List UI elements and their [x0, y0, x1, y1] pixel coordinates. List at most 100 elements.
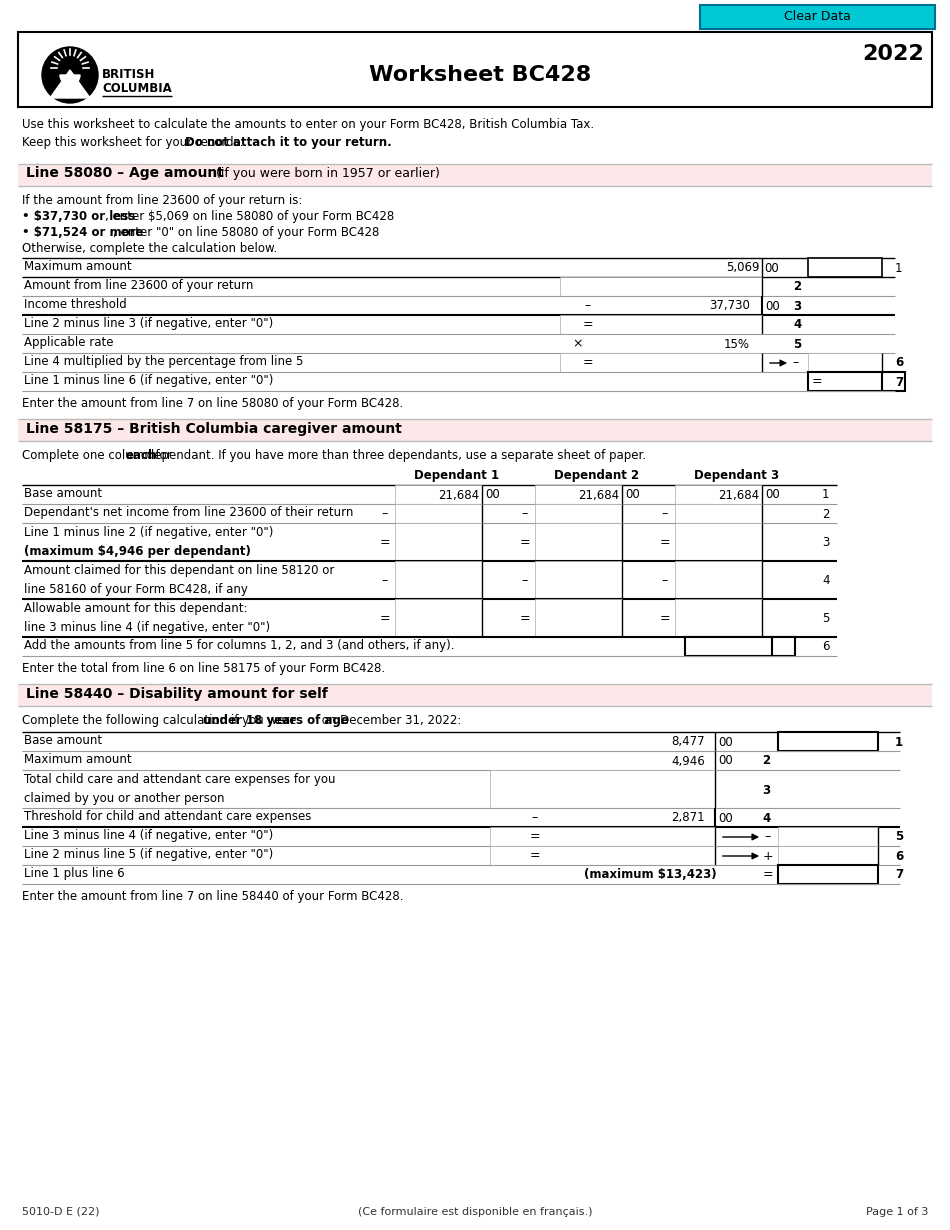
Text: Applicable rate: Applicable rate: [24, 336, 113, 349]
Text: Line 2 minus line 5 (if negative, enter "0"): Line 2 minus line 5 (if negative, enter …: [24, 847, 274, 861]
Bar: [675, 561, 762, 599]
Text: each: each: [125, 449, 157, 462]
Bar: [395, 504, 482, 523]
Text: line 3 minus line 4 (if negative, enter "0"): line 3 minus line 4 (if negative, enter …: [24, 621, 270, 633]
Text: Line 2 minus line 3 (if negative, enter "0"): Line 2 minus line 3 (if negative, enter …: [24, 317, 274, 330]
Text: Enter the total from line 6 on line 58175 of your Form BC428.: Enter the total from line 6 on line 5817…: [22, 662, 385, 675]
Text: Line 1 minus line 2 (if negative, enter "0"): Line 1 minus line 2 (if negative, enter …: [24, 526, 274, 539]
Text: COLUMBIA: COLUMBIA: [102, 82, 172, 95]
Bar: [778, 732, 878, 752]
Bar: [560, 277, 762, 296]
Text: (Ce formulaire est disponible en français.): (Ce formulaire est disponible en françai…: [358, 1207, 592, 1216]
Text: Base amount: Base amount: [24, 487, 103, 501]
Text: 8,477: 8,477: [672, 736, 705, 749]
Text: ×: ×: [573, 337, 583, 351]
Text: Line 58080 – Age amount: Line 58080 – Age amount: [26, 166, 224, 180]
Text: Amount from line 23600 of your return: Amount from line 23600 of your return: [24, 279, 254, 292]
Text: Dependant's net income from line 23600 of their return: Dependant's net income from line 23600 o…: [24, 506, 353, 519]
Text: 21,684: 21,684: [438, 488, 479, 502]
Text: If the amount from line 23600 of your return is:: If the amount from line 23600 of your re…: [22, 194, 302, 207]
Bar: [535, 599, 622, 637]
Text: Otherwise, complete the calculation below.: Otherwise, complete the calculation belo…: [22, 242, 277, 255]
Text: Clear Data: Clear Data: [784, 11, 850, 23]
Text: Line 58175 – British Columbia caregiver amount: Line 58175 – British Columbia caregiver …: [26, 422, 402, 435]
Bar: [535, 561, 622, 599]
Text: dependant. If you have more than three dependants, use a separate sheet of paper: dependant. If you have more than three d…: [143, 449, 646, 462]
Text: Total child care and attendant care expenses for you: Total child care and attendant care expe…: [24, 772, 335, 786]
Text: –: –: [662, 508, 668, 520]
Bar: [18, 684, 932, 706]
Text: Amount claimed for this dependant on line 58120 or: Amount claimed for this dependant on lin…: [24, 565, 334, 577]
Bar: [395, 523, 482, 561]
Text: =: =: [520, 536, 530, 550]
Bar: [675, 523, 762, 561]
Text: Add the amounts from line 5 for columns 1, 2, and 3 (and others, if any).: Add the amounts from line 5 for columns …: [24, 640, 454, 652]
Text: =: =: [530, 850, 541, 862]
Text: –: –: [382, 508, 389, 520]
Bar: [808, 258, 882, 277]
Text: Keep this worksheet for your records.: Keep this worksheet for your records.: [22, 137, 247, 149]
Bar: [535, 523, 622, 561]
Text: =: =: [380, 536, 390, 550]
Text: 00: 00: [765, 488, 780, 502]
Text: –: –: [765, 830, 771, 844]
Text: 2: 2: [822, 508, 829, 520]
Text: 6: 6: [822, 641, 829, 653]
Text: Line 1 plus line 6: Line 1 plus line 6: [24, 867, 124, 879]
Text: –: –: [522, 574, 528, 588]
Bar: [808, 371, 905, 391]
Text: 00: 00: [485, 488, 500, 502]
Bar: [18, 164, 932, 186]
Bar: [490, 846, 715, 865]
Text: 00: 00: [765, 299, 780, 312]
Bar: [700, 5, 935, 30]
Text: 5: 5: [793, 337, 801, 351]
Text: Dependant 3: Dependant 3: [694, 469, 780, 482]
Text: –: –: [532, 812, 538, 824]
Text: 2: 2: [762, 754, 770, 768]
Bar: [535, 504, 622, 523]
Text: • $71,524 or more: • $71,524 or more: [22, 226, 143, 239]
Text: 7: 7: [895, 868, 903, 882]
Bar: [560, 315, 762, 335]
Text: (maximum $4,946 per dependant): (maximum $4,946 per dependant): [24, 545, 251, 558]
Text: 4,946: 4,946: [672, 754, 705, 768]
Polygon shape: [50, 70, 90, 98]
Bar: [675, 485, 762, 504]
Bar: [808, 353, 882, 371]
Text: Maximum amount: Maximum amount: [24, 260, 132, 273]
Text: 4: 4: [762, 812, 770, 824]
Text: 21,684: 21,684: [718, 488, 759, 502]
Text: claimed by you or another person: claimed by you or another person: [24, 792, 224, 804]
Bar: [685, 637, 795, 656]
Text: 00: 00: [718, 736, 732, 749]
Text: =: =: [380, 613, 390, 626]
Text: Line 58440 – Disability amount for self: Line 58440 – Disability amount for self: [26, 688, 328, 701]
Bar: [778, 865, 878, 884]
Bar: [560, 353, 762, 371]
Text: =: =: [582, 357, 594, 369]
Text: =: =: [520, 613, 530, 626]
Bar: [395, 561, 482, 599]
Text: +: +: [763, 850, 773, 862]
Bar: [395, 599, 482, 637]
Text: Base amount: Base amount: [24, 734, 103, 747]
Text: 2: 2: [793, 280, 801, 294]
Wedge shape: [60, 75, 80, 85]
Bar: [490, 827, 715, 846]
Text: Do not attach it to your return.: Do not attach it to your return.: [185, 137, 391, 149]
Text: –: –: [585, 299, 591, 312]
Text: =: =: [763, 868, 773, 882]
Text: (if you were born in 1957 or earlier): (if you were born in 1957 or earlier): [212, 167, 440, 180]
Text: 1: 1: [895, 736, 903, 749]
Bar: [535, 485, 622, 504]
Text: Page 1 of 3: Page 1 of 3: [865, 1207, 928, 1216]
Text: Line 3 minus line 4 (if negative, enter "0"): Line 3 minus line 4 (if negative, enter …: [24, 829, 274, 843]
Text: Complete the following calculation if you were: Complete the following calculation if yo…: [22, 713, 300, 727]
Text: 2022: 2022: [863, 44, 924, 64]
Text: 15%: 15%: [724, 337, 750, 351]
Text: Maximum amount: Maximum amount: [24, 753, 132, 766]
Text: –: –: [793, 357, 799, 369]
Text: 5010-D E (22): 5010-D E (22): [22, 1207, 100, 1216]
Text: 4: 4: [793, 319, 801, 332]
